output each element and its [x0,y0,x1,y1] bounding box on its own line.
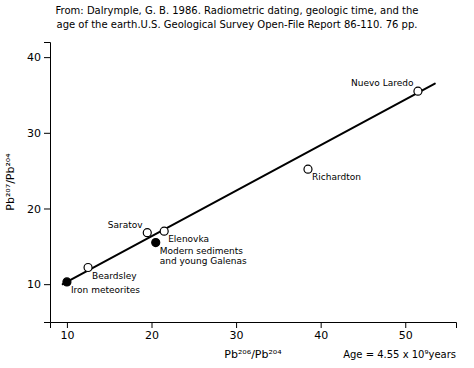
x-tick-mark [405,322,406,328]
x-axis-label: Pb²⁰⁶/Pb²⁰⁴ [224,348,282,361]
point-label-line: Richardton [312,172,361,182]
point-label: Elenovka [168,234,209,244]
y-tick-mark [44,133,50,134]
y-axis-line [44,43,51,323]
y-tick: 10 [27,278,50,291]
point-label: Nuevo Laredo [351,78,414,88]
title: From: Dalrymple, G. B. 1986. Radiometric… [56,5,419,16]
x-tick: 40 [314,322,328,342]
plot-area: 10 20 30 40 50 10 20 30 40 Beardsley Saratov Elenov… [27,43,457,342]
x-axis: 10 20 30 40 50 [51,322,457,342]
point [160,227,168,235]
x-tick-label: 10 [60,329,74,342]
point-label: Beardsley [92,271,137,281]
x-tick-mark [67,322,68,328]
y-tick-label: 40 [27,51,41,64]
point-label-line: Saratov [108,220,143,230]
x-tick-label: 30 [230,329,244,342]
x-tick: 50 [399,322,413,342]
point [152,239,160,247]
point-label-line: Beardsley [92,271,137,281]
x-tick: 20 [145,322,159,342]
marks [63,84,435,286]
point-label: Saratov [108,220,143,230]
y-axis-label: Pb²⁰⁷/Pb²⁰⁴ [4,153,17,211]
x-tick-label: 40 [314,329,328,342]
point [84,264,92,272]
x-tick-label: 20 [145,329,159,342]
y-tick-label: 20 [27,203,41,216]
point [304,165,312,173]
point-label: Richardton [312,172,361,182]
annotation: Age = 4.55 x 10⁹years [343,349,456,360]
y-tick: 20 [27,203,50,216]
point-label: Modern sedimentsand young Galenas [160,246,247,266]
point-label-line: Nuevo Laredo [351,78,414,88]
point [414,87,422,95]
y-tick-mark [44,57,50,58]
point-label: Iron meteorites [71,285,140,295]
y-tick-mark [44,208,50,209]
y-tick-mark [44,284,50,285]
y-tick: 30 [27,127,50,140]
x-axis-line [51,323,457,329]
point-labels: Beardsley Saratov Elenovka Richardton Nuevo … [71,78,414,295]
y-tick-label: 10 [27,278,41,291]
x-tick-mark [321,322,322,328]
point-label-line: Modern sediments [160,246,244,256]
y-tick: 40 [27,51,50,64]
y-axis: 10 20 30 40 [27,43,51,323]
x-tick: 30 [230,322,244,342]
subtitle: age of the earth.U.S. Geological Survey … [57,19,418,30]
point-label-line: Iron meteorites [71,285,140,295]
line [63,84,435,285]
y-tick-label: 30 [27,127,41,140]
point [143,229,151,237]
x-tick-mark [236,322,237,328]
point-label-line: and young Galenas [160,256,247,266]
x-tick: 10 [60,322,74,342]
chart-svg: From: Dalrymple, G. B. 1986. Radiometric… [0,0,474,368]
x-tick-mark [152,322,153,328]
x-tick-label: 50 [399,329,413,342]
point-label-line: Elenovka [168,234,209,244]
chart-container: From: Dalrymple, G. B. 1986. Radiometric… [0,0,474,368]
point [63,278,71,286]
